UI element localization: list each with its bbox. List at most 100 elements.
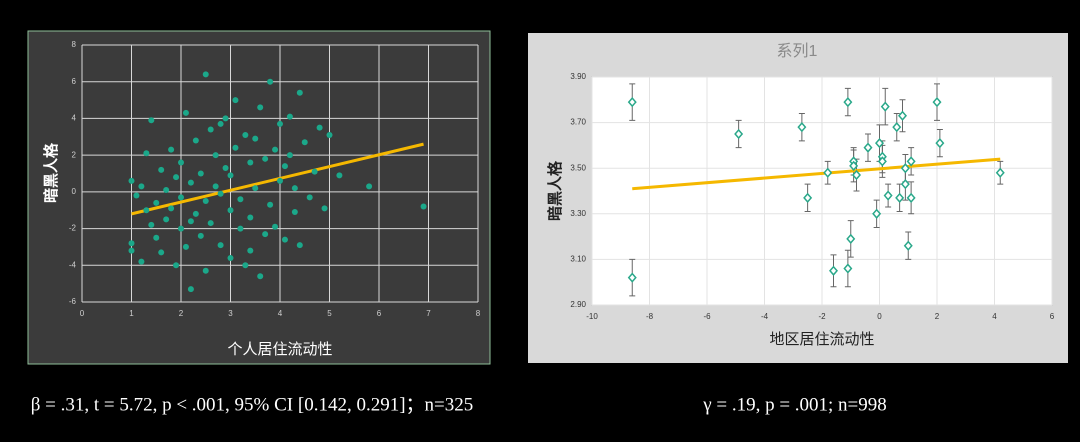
y-tick-label: -6 <box>69 297 77 306</box>
chart-background <box>27 30 491 365</box>
point <box>227 254 234 261</box>
point <box>202 71 209 78</box>
point <box>321 205 328 212</box>
point <box>262 231 269 238</box>
point <box>182 243 189 250</box>
point <box>168 146 175 153</box>
point <box>872 208 882 219</box>
point <box>267 78 274 85</box>
point <box>277 177 283 184</box>
x-tick-label: -8 <box>646 312 654 321</box>
point <box>232 97 239 104</box>
point <box>202 198 209 205</box>
point <box>217 242 224 249</box>
point <box>158 166 165 173</box>
point <box>898 110 907 121</box>
point <box>237 196 244 203</box>
point <box>148 221 155 228</box>
point <box>900 163 910 174</box>
x-tick-label: 0 <box>80 309 85 318</box>
x-tick-label: -10 <box>586 312 598 321</box>
point <box>163 216 170 223</box>
point <box>846 233 856 245</box>
y-tick-label: 4 <box>72 114 77 123</box>
point <box>277 120 283 127</box>
x-tick-label: 6 <box>1050 312 1055 321</box>
point <box>863 142 873 153</box>
point <box>163 187 170 194</box>
x-tick-label: 1 <box>129 309 134 318</box>
point <box>849 160 859 172</box>
y-tick-label: 6 <box>72 77 77 86</box>
y-tick-label: -4 <box>69 260 77 269</box>
point <box>212 152 219 159</box>
point <box>272 223 279 230</box>
point <box>291 185 298 192</box>
point <box>272 146 279 153</box>
x-tick-label: 6 <box>377 309 382 318</box>
point <box>301 139 308 146</box>
point <box>252 185 259 192</box>
point <box>222 164 229 171</box>
point <box>153 199 160 206</box>
point <box>128 240 135 247</box>
y-tick-label: 3.50 <box>570 163 586 172</box>
point <box>306 194 313 201</box>
point <box>247 247 254 254</box>
point <box>877 156 887 167</box>
point <box>281 163 288 170</box>
trend-line <box>131 142 424 216</box>
trend-line <box>632 157 1001 191</box>
point <box>207 126 214 133</box>
point <box>734 128 744 140</box>
point <box>247 214 254 221</box>
point <box>286 152 293 159</box>
x-tick-label: 7 <box>426 309 431 318</box>
point <box>227 207 234 214</box>
y-tick-label: 2 <box>72 150 77 159</box>
point <box>892 122 902 133</box>
chart-title: 系列1 <box>777 42 818 60</box>
y-tick-label: 0 <box>72 187 77 196</box>
y-axis-label: 暗黑人格 <box>546 160 564 221</box>
point <box>143 207 150 214</box>
point <box>173 262 180 269</box>
x-tick-label: 2 <box>179 309 184 318</box>
point <box>153 234 160 241</box>
point <box>257 104 264 111</box>
x-axis-label: 地区居住流动性 <box>769 331 874 348</box>
point <box>420 203 427 210</box>
point <box>906 192 916 203</box>
point <box>257 273 264 280</box>
point <box>187 218 194 225</box>
point <box>895 192 905 203</box>
point <box>281 236 288 243</box>
point <box>326 131 333 138</box>
x-tick-label: -6 <box>703 312 711 321</box>
point <box>217 190 224 197</box>
point <box>197 232 204 239</box>
y-tick-label: -2 <box>69 224 77 233</box>
point <box>242 262 249 269</box>
point <box>133 192 140 199</box>
point <box>178 194 184 201</box>
x-tick-label: 4 <box>992 312 997 321</box>
x-axis-label: 个人居住流动性 <box>227 341 332 358</box>
point <box>852 169 861 181</box>
y-tick-label: 2.90 <box>570 300 586 309</box>
point <box>187 179 194 186</box>
point <box>903 240 913 251</box>
point <box>900 179 910 190</box>
point <box>143 150 150 157</box>
point <box>291 209 298 216</box>
point <box>311 168 318 175</box>
point <box>843 96 853 108</box>
y-axis-label: 暗黑人格 <box>42 142 60 203</box>
point <box>880 101 890 112</box>
point <box>148 117 155 124</box>
point <box>252 135 259 142</box>
point <box>178 159 184 166</box>
point <box>932 96 942 108</box>
point <box>173 174 180 181</box>
